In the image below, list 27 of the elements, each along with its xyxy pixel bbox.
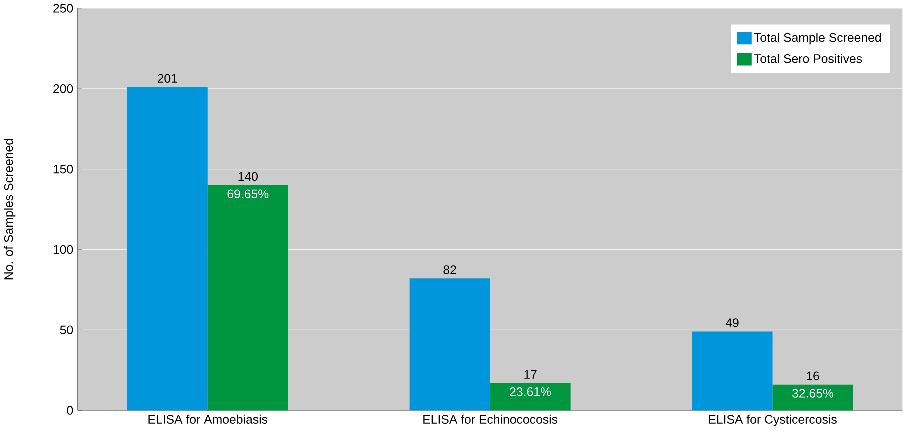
y-tick-label: 200 (54, 84, 74, 94)
y-tick-label: 0 (67, 406, 74, 416)
legend-label: Total Sero Positives (754, 54, 862, 64)
x-tick-label: ELISA for Amoebiasis (148, 415, 268, 424)
bar (127, 88, 208, 411)
y-tick-label: 150 (54, 165, 74, 174)
bar (490, 383, 571, 411)
annotation: 23.61% (510, 388, 552, 397)
bar (692, 332, 773, 411)
x-tick-label: ELISA for Cysticercosis (709, 415, 837, 427)
y-tick-label: 100 (54, 246, 74, 254)
legend-label: Total Sample Screened (754, 33, 882, 45)
y-axis-title: No. of Samples Screened (4, 140, 16, 280)
bar (208, 186, 288, 411)
data-label: 16 (807, 372, 820, 381)
data-label: 49 (726, 318, 739, 328)
x-tick-label: ELISA for Echinococosis (424, 415, 558, 424)
annotation: 69.65% (228, 190, 269, 199)
data-label: 201 (158, 74, 178, 84)
bar (772, 385, 854, 411)
data-label: 82 (444, 266, 456, 275)
bar (410, 278, 490, 411)
y-tick-label: 50 (60, 326, 74, 335)
y-tick-label: 250 (54, 4, 74, 14)
data-label: 140 (238, 172, 258, 182)
data-label: 17 (524, 370, 537, 380)
annotation: 32.65% (792, 389, 834, 398)
